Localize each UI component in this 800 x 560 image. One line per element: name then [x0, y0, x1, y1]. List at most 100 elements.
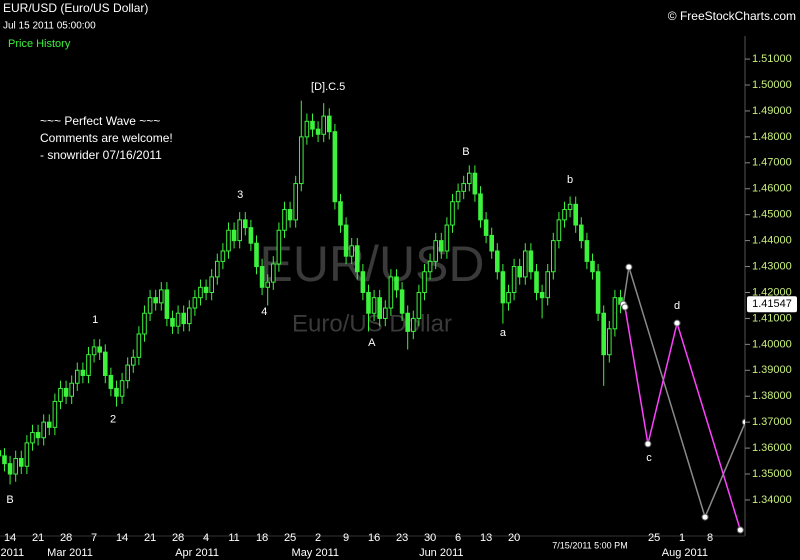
candle-body [63, 387, 69, 397]
candle-body [80, 369, 86, 376]
projection-point [625, 263, 633, 271]
candle-body [371, 297, 377, 314]
projection-point [701, 513, 709, 521]
x-tick-label: 1 [679, 532, 685, 544]
x-tick-label: 20 [508, 532, 520, 544]
candle-body [214, 260, 220, 278]
candle-body [455, 190, 461, 203]
candle-body [522, 250, 528, 278]
y-tick-label: 1.43000 [752, 260, 792, 272]
x-tick-label: 8 [707, 532, 713, 544]
candle-body [24, 442, 30, 467]
month-label: Apr 2011 [175, 547, 219, 559]
candle-body [612, 297, 618, 330]
month-label: 2011 [0, 547, 24, 559]
candle-body [298, 136, 304, 185]
candle-body [534, 271, 539, 293]
comment: ~~~ Perfect Wave ~~~ [40, 114, 160, 128]
plot-area: B 1 2 3 4 [D].C.5 A Ba b c d [0, 81, 745, 534]
candle-body [231, 229, 237, 242]
candle-body [332, 131, 338, 203]
candle-body [209, 276, 214, 293]
candle-body [556, 219, 562, 242]
x-tick-label: 21 [144, 532, 156, 544]
candle-body [438, 240, 444, 252]
candle-body [590, 260, 595, 273]
wave-label: [D].C.5 [311, 81, 345, 93]
x-tick-label: 14 [4, 532, 16, 544]
y-tick-label: 1.39000 [752, 364, 792, 376]
candle-body [573, 203, 578, 226]
candle-body [444, 224, 450, 252]
comment: - snowrider 07/16/2011 [40, 148, 162, 162]
y-tick-label: 1.35000 [752, 468, 792, 480]
y-tick-label: 1.37000 [752, 416, 792, 428]
y-tick-label: 1.40000 [752, 338, 792, 350]
last-date: 7/15/2011 5:00 PM [552, 540, 627, 550]
candle-body [41, 421, 46, 439]
x-tick-label: 9 [343, 532, 349, 544]
x-tick-label: 25 [284, 532, 296, 544]
candle-body [450, 201, 455, 226]
projection-point [621, 303, 629, 311]
y-tick-label: 1.38000 [752, 390, 792, 402]
candle-body [203, 286, 209, 293]
candle-body [46, 421, 52, 428]
candle-body [517, 266, 522, 278]
candle-body [545, 271, 550, 299]
candle-body [478, 193, 483, 221]
candle-body [108, 374, 114, 389]
month-label: May 2011 [292, 547, 340, 559]
y-tick-label: 1.49000 [752, 105, 792, 117]
candle-body [226, 229, 231, 252]
candle-body [466, 172, 472, 185]
x-tick-label: 4 [203, 532, 209, 544]
candle-body [310, 120, 315, 130]
candle-body [511, 266, 517, 293]
copyright: © FreeStockCharts.com [668, 9, 796, 23]
candle-body [528, 250, 534, 273]
comment: Comments are welcome! [40, 131, 173, 145]
candle-body [130, 356, 136, 366]
candle-body [539, 291, 545, 299]
candle-body [550, 240, 556, 273]
candle-body [18, 457, 24, 467]
candle-body [343, 224, 349, 257]
candle-body [382, 307, 388, 319]
wave-label: c [646, 452, 652, 464]
candle-body [198, 286, 203, 299]
candle-body [69, 382, 74, 397]
candle-body [74, 369, 80, 384]
candle-body [91, 346, 97, 356]
y-tick-label: 1.45000 [752, 209, 792, 221]
x-tick-label: 11 [228, 532, 239, 544]
wave-label: A [368, 337, 376, 349]
wave-label: 1 [92, 314, 98, 326]
candle-body [181, 312, 186, 325]
candle-body [125, 364, 130, 382]
projection-line [624, 306, 742, 531]
candle-body [136, 333, 142, 358]
watermark-subtitle: Euro/US Dollar [292, 310, 452, 337]
candle-body [0, 450, 2, 457]
wave-label: 4 [261, 306, 267, 318]
candle-body [287, 208, 293, 221]
candle-body [394, 276, 399, 291]
candle-body [405, 312, 410, 332]
y-tick-label: 1.41000 [752, 312, 792, 324]
candle-body [461, 183, 466, 192]
candle-body [119, 380, 125, 397]
candle-body [186, 307, 192, 325]
month-label: Mar 2011 [47, 547, 93, 559]
candle-body [265, 281, 270, 288]
y-tick-label: 1.50000 [752, 79, 792, 91]
last-price-label: 1.41547 [752, 298, 792, 310]
candle-body [422, 271, 427, 293]
candle-body [86, 354, 91, 376]
candle-body [416, 291, 422, 319]
x-tick-label: 16 [368, 532, 380, 544]
projection-line [622, 266, 745, 520]
